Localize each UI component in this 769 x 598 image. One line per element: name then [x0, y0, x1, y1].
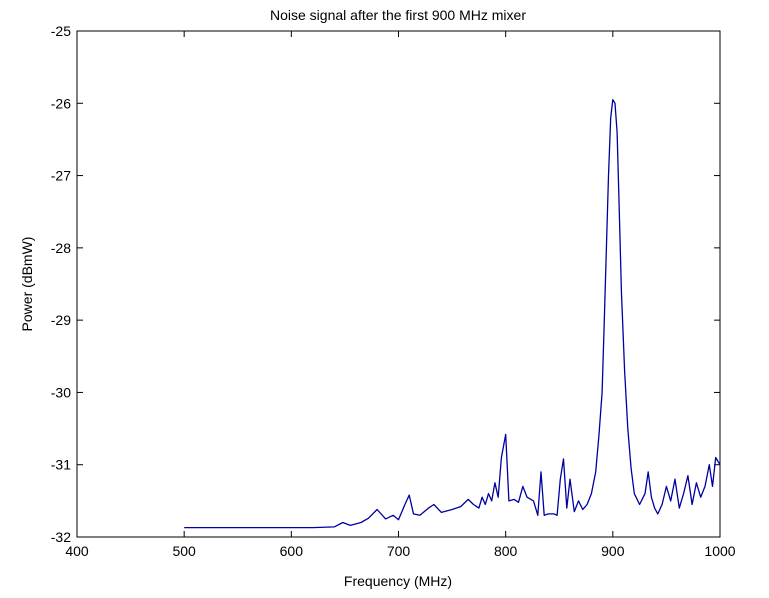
y-axis-label: Power (dBmW) — [19, 237, 35, 332]
y-tick-label: -30 — [51, 384, 71, 400]
x-tick-label: 800 — [494, 543, 518, 559]
x-axis-ticks: 400 500 600 700 800 900 1000 — [65, 31, 736, 559]
y-axis-ticks: -32 -31 -30 -29 -28 -27 -26 -25 — [51, 23, 720, 545]
x-tick-label: 400 — [65, 543, 89, 559]
plot-area — [76, 30, 721, 538]
y-tick-label: -28 — [51, 240, 71, 256]
x-tick-label: 1000 — [704, 543, 735, 559]
y-tick-label: -27 — [51, 168, 71, 184]
series-layer — [184, 99, 721, 529]
x-axis-label: Frequency (MHz) — [344, 573, 452, 589]
y-tick-label: -31 — [51, 457, 71, 473]
x-tick-label: 900 — [601, 543, 625, 559]
y-tick-label: -26 — [51, 95, 71, 111]
series-line-0 — [184, 99, 721, 529]
x-tick-label: 700 — [387, 543, 411, 559]
x-tick-label: 500 — [172, 543, 196, 559]
y-tick-label: -29 — [51, 312, 71, 328]
x-tick-label: 600 — [280, 543, 304, 559]
y-tick-label: -25 — [51, 23, 71, 39]
y-tick-label: -32 — [51, 529, 71, 545]
chart-title: Noise signal after the first 900 MHz mix… — [270, 7, 526, 23]
